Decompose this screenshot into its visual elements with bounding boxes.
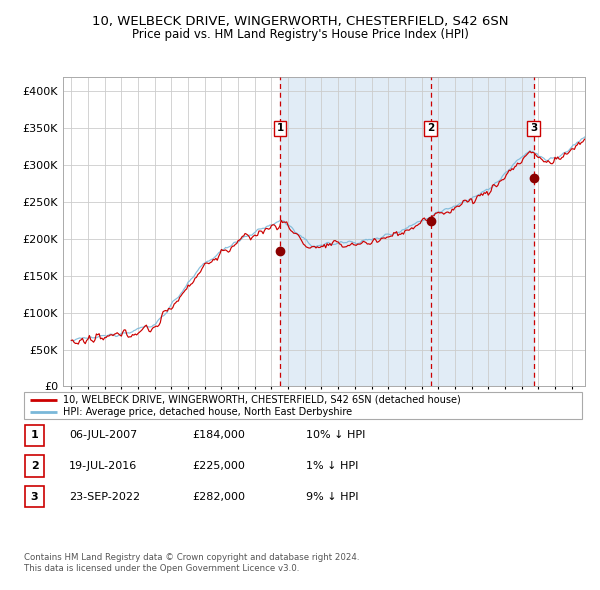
Text: 3: 3 xyxy=(530,123,537,133)
Text: 10% ↓ HPI: 10% ↓ HPI xyxy=(306,431,365,440)
Text: 10, WELBECK DRIVE, WINGERWORTH, CHESTERFIELD, S42 6SN (detached house): 10, WELBECK DRIVE, WINGERWORTH, CHESTERF… xyxy=(63,395,461,405)
Text: £282,000: £282,000 xyxy=(192,492,245,502)
Text: 9% ↓ HPI: 9% ↓ HPI xyxy=(306,492,359,502)
Text: HPI: Average price, detached house, North East Derbyshire: HPI: Average price, detached house, Nort… xyxy=(63,407,352,417)
Text: 10, WELBECK DRIVE, WINGERWORTH, CHESTERFIELD, S42 6SN: 10, WELBECK DRIVE, WINGERWORTH, CHESTERF… xyxy=(92,15,508,28)
Text: 19-JUL-2016: 19-JUL-2016 xyxy=(69,461,137,471)
Text: 1% ↓ HPI: 1% ↓ HPI xyxy=(306,461,358,471)
FancyBboxPatch shape xyxy=(24,392,582,419)
FancyBboxPatch shape xyxy=(25,425,44,446)
Text: This data is licensed under the Open Government Licence v3.0.: This data is licensed under the Open Gov… xyxy=(24,565,299,573)
Text: 2: 2 xyxy=(427,123,434,133)
Text: 2: 2 xyxy=(31,461,38,471)
Text: 1: 1 xyxy=(277,123,284,133)
Text: 06-JUL-2007: 06-JUL-2007 xyxy=(69,431,137,440)
Text: Price paid vs. HM Land Registry's House Price Index (HPI): Price paid vs. HM Land Registry's House … xyxy=(131,28,469,41)
FancyBboxPatch shape xyxy=(25,486,44,507)
Text: £184,000: £184,000 xyxy=(192,431,245,440)
Bar xyxy=(280,77,533,386)
Text: 1: 1 xyxy=(31,431,38,440)
Text: 23-SEP-2022: 23-SEP-2022 xyxy=(69,492,140,502)
Text: £225,000: £225,000 xyxy=(192,461,245,471)
Text: Contains HM Land Registry data © Crown copyright and database right 2024.: Contains HM Land Registry data © Crown c… xyxy=(24,553,359,562)
Text: 3: 3 xyxy=(31,492,38,502)
FancyBboxPatch shape xyxy=(25,455,44,477)
